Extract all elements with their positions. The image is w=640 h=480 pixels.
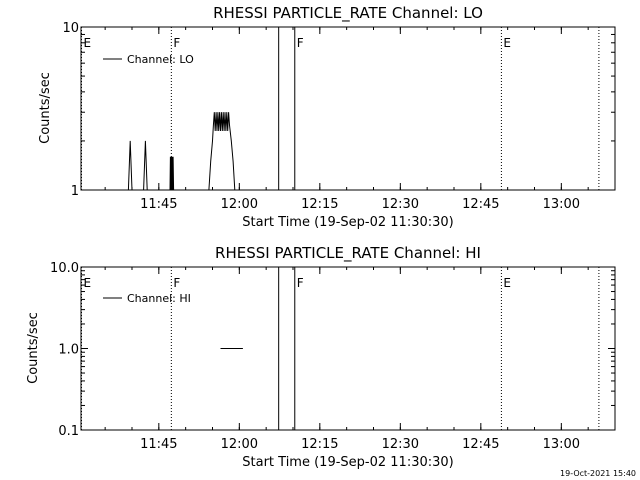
x-tick-label-hi-4: 12:45 — [462, 437, 499, 452]
y-axis-label-lo: Counts/sec — [38, 72, 53, 144]
legend-hi: Channel: HI — [103, 292, 191, 305]
x-tick-label-hi-2: 12:15 — [301, 437, 338, 452]
x-tick-label-lo-0: 11:45 — [140, 197, 177, 212]
y-tick-label-hi-1: 1.0 — [58, 343, 79, 358]
x-tick-label-lo-5: 13:00 — [543, 197, 580, 212]
event-marker-label-hi-0: E — [84, 276, 92, 290]
chart-title-lo: RHESSI PARTICLE_RATE Channel: LO — [213, 4, 483, 23]
event-marker-label-lo-0: E — [84, 36, 92, 50]
x-axis-label-hi: Start Time (19-Sep-02 11:30:30) — [242, 455, 453, 470]
chart-title-hi: RHESSI PARTICLE_RATE Channel: HI — [215, 244, 481, 263]
data-segment-lo-0-1 — [143, 140, 148, 191]
event-marker-label-hi-4: E — [503, 276, 511, 290]
plot-area-hi: 11:45 12:00 12:15 12:30 12:45 13:00 0.1 1.0 10.0… — [50, 261, 616, 452]
event-marker-label-hi-1: F — [173, 276, 180, 290]
legend-label-lo: Channel: LO — [127, 53, 194, 66]
y-tick-label-lo-1: 10 — [62, 21, 79, 36]
plot-frame-lo — [80, 26, 616, 191]
x-tick-label-lo-2: 12:15 — [301, 197, 338, 212]
x-tick-label-hi-1: 12:00 — [221, 437, 258, 452]
y-axis-label-hi: Counts/sec — [26, 312, 41, 384]
event-marker-label-lo-1: F — [173, 36, 180, 50]
x-tick-label-hi-0: 11:45 — [140, 437, 177, 452]
y-tick-label-hi-2: 10.0 — [50, 261, 79, 276]
data-segment-lo-0-2 — [169, 156, 175, 191]
x-axis-label-lo: Start Time (19-Sep-02 11:30:30) — [242, 215, 453, 230]
event-marker-label-lo-3: F — [297, 36, 304, 50]
data-segment-lo-0-0 — [127, 140, 133, 191]
y-tick-label-hi-0: 0.1 — [58, 424, 79, 439]
plot-area-lo: 11:45 12:00 12:15 12:30 12:45 13:00 1 10 E F F E — [62, 21, 616, 212]
panel-lo: RHESSI PARTICLE_RATE Channel: LO Start T… — [38, 4, 616, 230]
event-marker-label-lo-4: E — [503, 36, 511, 50]
data-segment-lo-0-3 — [208, 112, 236, 191]
x-tick-label-lo-1: 12:00 — [221, 197, 258, 212]
x-tick-label-hi-5: 13:00 — [543, 437, 580, 452]
legend-label-hi: Channel: HI — [127, 292, 191, 305]
event-marker-label-hi-3: F — [297, 276, 304, 290]
x-tick-label-hi-3: 12:30 — [382, 437, 419, 452]
x-tick-label-lo-4: 12:45 — [462, 197, 499, 212]
y-tick-label-lo-0: 1 — [71, 184, 79, 199]
footer-timestamp: 19-Oct-2021 15:40 — [560, 469, 636, 478]
panel-hi: RHESSI PARTICLE_RATE Channel: HI Start T… — [26, 244, 616, 470]
x-tick-label-lo-3: 12:30 — [382, 197, 419, 212]
legend-lo: Channel: LO — [103, 53, 194, 66]
